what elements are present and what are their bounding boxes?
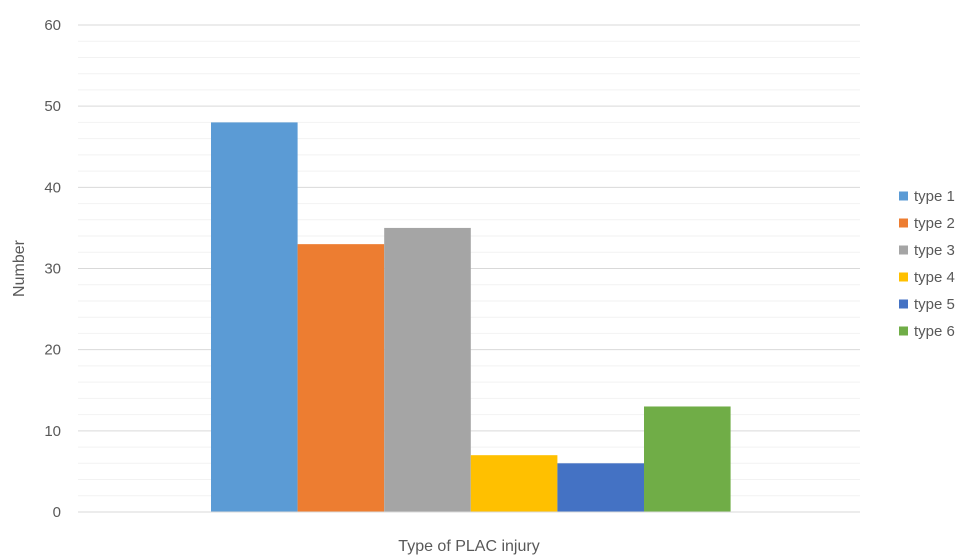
legend-swatch (899, 299, 908, 309)
y-tick-label: 30 (44, 261, 61, 278)
y-tick-label: 40 (44, 179, 61, 196)
bars (211, 122, 731, 513)
x-axis-title: Type of PLAC injury (398, 538, 539, 555)
y-axis-title: Number (11, 239, 28, 297)
y-tick-label: 60 (44, 17, 61, 34)
legend-swatch (899, 218, 908, 228)
bar-type-5 (557, 463, 644, 512)
legend-label: type 3 (914, 242, 955, 259)
legend-label: type 1 (914, 188, 955, 205)
y-tick-label: 0 (53, 504, 61, 521)
bar-type-6 (644, 406, 731, 512)
legend-swatch (899, 191, 908, 201)
legend-label: type 4 (914, 269, 955, 286)
y-tick-label: 50 (44, 98, 61, 115)
bar-type-1 (211, 122, 298, 513)
legend-swatch (899, 245, 908, 255)
y-tick-label: 10 (44, 423, 61, 440)
bar-type-4 (470, 455, 558, 512)
y-axis-tick-labels: 0 10 20 30 40 50 60 (44, 17, 61, 521)
legend-label: type 2 (914, 215, 955, 232)
legend-label: type 5 (914, 296, 955, 313)
legend-swatch (899, 272, 908, 282)
bar-type-3 (384, 227, 471, 512)
legend: type 1 type 2 type 3 type 4 type 5 type 6 (899, 188, 955, 340)
legend-label: type 6 (914, 323, 955, 340)
y-tick-label: 20 (44, 342, 61, 359)
bar-type-2 (297, 244, 385, 512)
legend-swatch (899, 326, 908, 336)
